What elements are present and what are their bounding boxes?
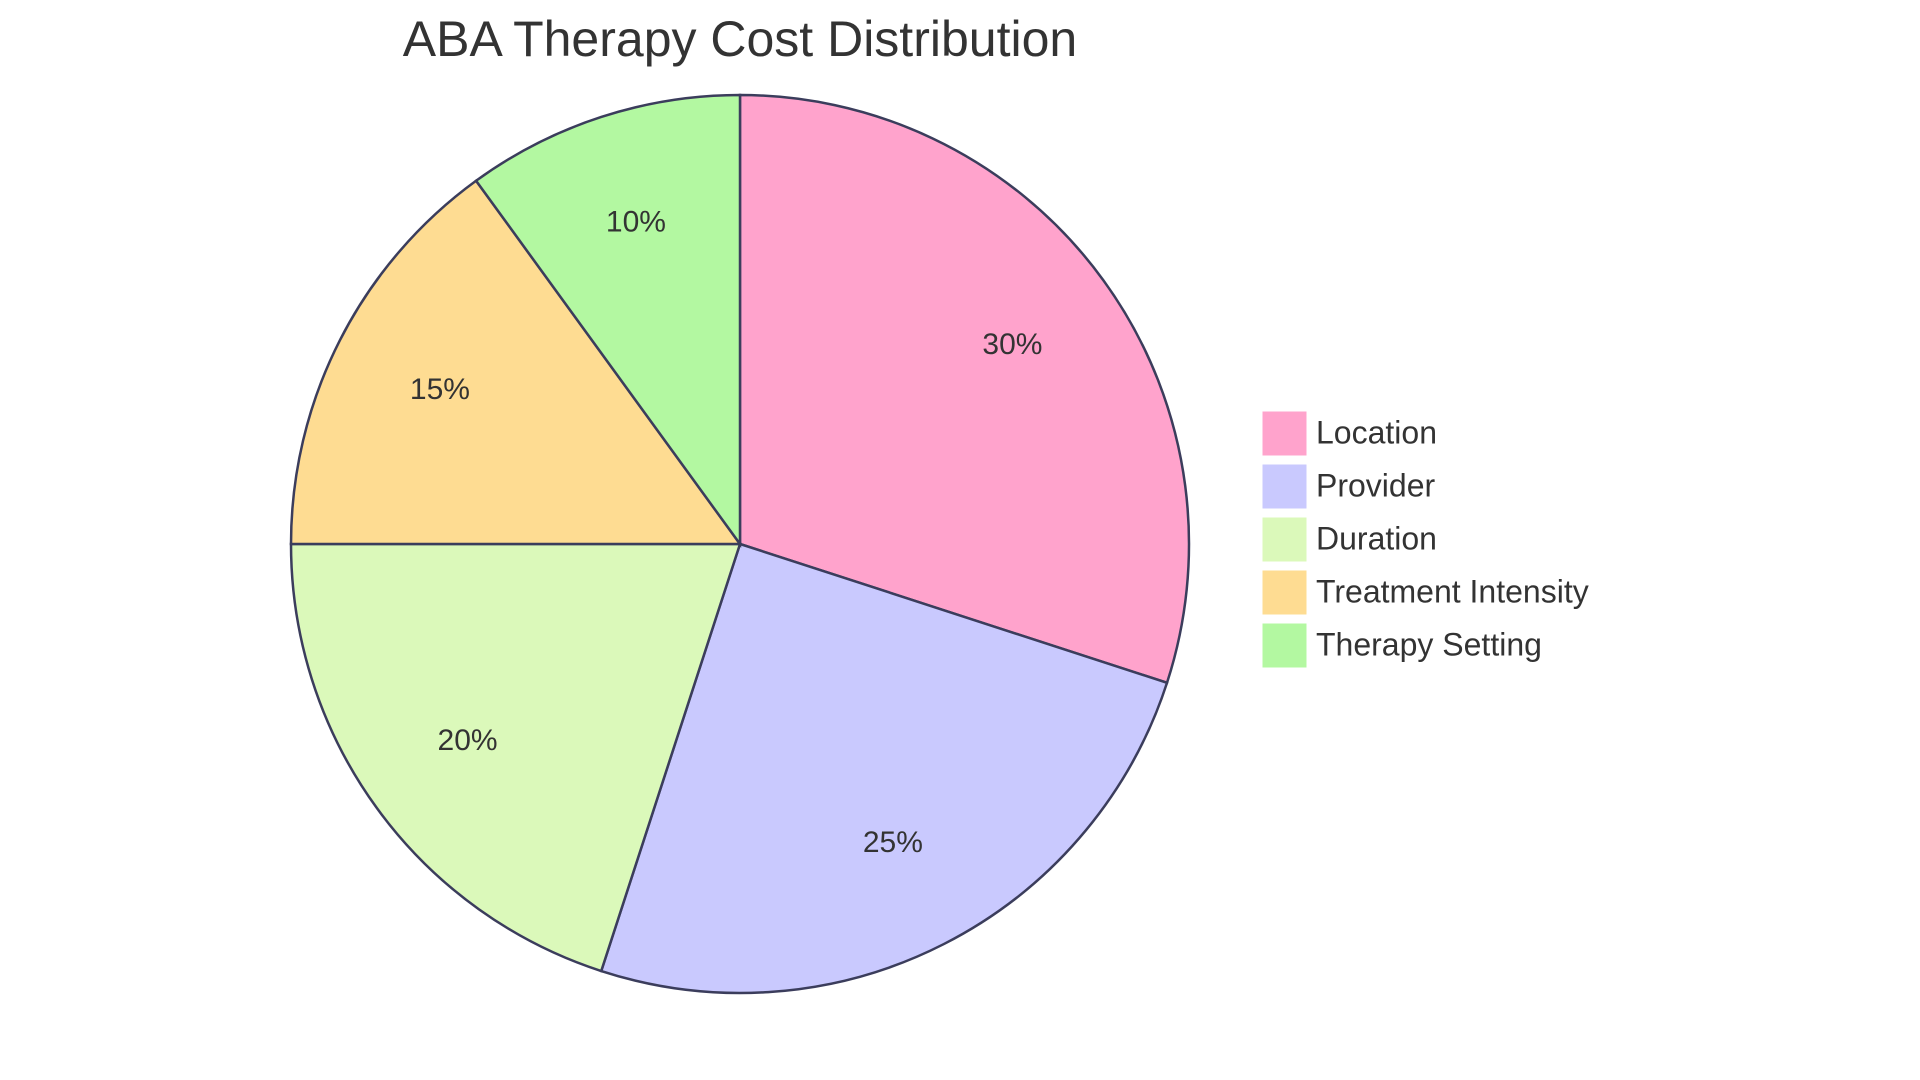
- pie-slice: [474, 93, 742, 548]
- legend-swatch: [1261, 622, 1308, 669]
- slice-label: 20%: [438, 724, 498, 757]
- pie-slice: [599, 542, 1169, 995]
- pie-slice: [289, 179, 743, 546]
- legend-label: Therapy Setting: [1316, 626, 1542, 662]
- slice-labels: 30% 25% 20% 15% 10%: [410, 206, 1043, 859]
- legend-swatch: [1261, 463, 1308, 510]
- legend-label: Duration: [1316, 520, 1437, 556]
- legend: Location Provider Duration Treatment Intens…: [1261, 410, 1589, 669]
- slice-label: 30%: [982, 328, 1042, 361]
- legend-label: Location: [1316, 414, 1437, 450]
- slice-label: 10%: [606, 206, 666, 239]
- legend-swatch: [1261, 569, 1308, 616]
- slice-label: 15%: [410, 373, 470, 406]
- pie: [289, 93, 1191, 995]
- slice-label: 25%: [863, 826, 923, 859]
- legend-label: Provider: [1316, 467, 1436, 503]
- legend-label: Treatment Intensity: [1316, 573, 1589, 609]
- chart-title: ABA Therapy Cost Distribution: [403, 11, 1077, 67]
- legend-swatch: [1261, 410, 1308, 457]
- pie-slice: [738, 93, 1191, 685]
- legend-swatch: [1261, 516, 1308, 563]
- pie-slice: [289, 542, 742, 973]
